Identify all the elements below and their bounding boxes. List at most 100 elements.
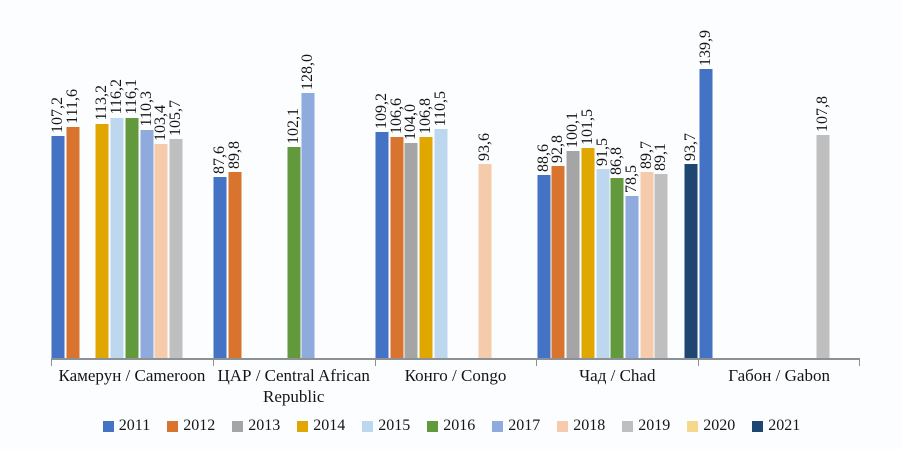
bar-slot-2020 [345,0,360,358]
data-label: 139,9 [696,29,714,66]
category-axis: Камерун / Cameroon ЦАР / Central African … [51,366,860,407]
bar-2016 [125,117,139,358]
data-label: 93,6 [475,133,493,162]
bar-2011 [51,136,65,358]
bar-2018 [478,164,492,358]
axis-tick [698,359,700,366]
bar-2012 [66,127,80,358]
bar-slot-2021 [522,0,537,358]
bar-slot-2012: 111,6 [64,0,81,358]
axis-tick [858,359,860,366]
bar-2012 [228,172,242,358]
legend-item-2015: 2015 [362,417,410,435]
bar-2011 [537,174,551,358]
legend-swatch-icon [102,420,114,432]
bar-slot-2018 [316,0,331,358]
bar-slot-2016: 86,8 [608,0,625,358]
bar-slot-2020 [183,0,198,358]
legend-swatch-icon [687,420,699,432]
bar-2013 [404,142,418,358]
bar-slot-2016 [448,0,463,358]
legend-label: 2012 [183,417,216,434]
data-label: 110,5 [431,90,449,127]
bar-2021 [684,164,698,358]
legend-swatch-icon [232,420,244,432]
bar-slot-2018: 103,4 [152,0,169,358]
bar-2015 [596,168,610,358]
category-label: Камерун / Cameroon [58,366,206,385]
legend-swatch-icon [492,420,504,432]
legend-item-2018: 2018 [557,417,605,435]
bar-slot-2013 [728,0,743,358]
bar-2013 [566,150,580,358]
legend-label: 2019 [638,417,671,434]
axis-tick [51,359,52,366]
bar-slot-2017: 78,5 [623,0,640,358]
legend-item-2012: 2012 [167,417,215,435]
bar-slot-2019: 89,1 [652,0,670,358]
bar-slot-2012: 92,8 [549,0,566,358]
category-group: 109,2 106,6 104,0 106,8 110,5 93,6 [373,0,537,366]
legend-swatch-icon [362,420,374,432]
plot-area: 107,2 111,6 113,2 116,2 116,1 110,3 103,4 105,7… [49,0,860,366]
legend-item-2019: 2019 [622,417,670,435]
bar-slot-2019: 105,7 [167,0,184,358]
bar-2011 [375,132,389,358]
bar-slot-2011: 88,6 [535,0,552,358]
bar-slot-2016: 102,1 [285,0,302,358]
legend-swatch-icon [427,420,439,432]
legend-item-2013: 2013 [232,417,280,435]
bar-2016 [610,178,624,358]
bar-slot-2021 [360,0,375,358]
bar-2016 [287,146,301,358]
bar-slot-2015: 116,2 [108,0,125,358]
bar-2014 [581,147,595,358]
legend-item-2020: 2020 [687,417,735,435]
bar-2011 [213,176,227,358]
bar-2017 [625,195,639,358]
legend-swatch-icon [297,420,309,432]
category-label: ЦАР / Central African Republic [217,366,370,406]
bar-slot-2015 [757,0,772,358]
bar-slot-2011: 109,2 [373,0,390,358]
bar-slot-2014: 101,5 [579,0,596,358]
axis-tick [536,359,538,366]
category-group: 87,6 89,8 102,1 128,0 [211,0,375,366]
bar-slot-2011: 107,2 [49,0,66,358]
legend-swatch-icon [557,420,569,432]
legend-swatch-icon [752,420,764,432]
axis-tick [374,359,376,366]
legend-swatch-icon [622,420,634,432]
bar-slot-2014 [742,0,757,358]
bar-slot-2017: 128,0 [299,0,317,358]
bar-slot-2012: 89,8 [226,0,243,358]
bar-slot-2020 [831,0,846,358]
category-label: Конго / Congo [404,366,507,385]
bar-slot-2013: 104,0 [402,0,419,358]
bar-slot-2017 [786,0,801,358]
bar-2018 [640,172,654,358]
bar-slot-2019 [492,0,507,358]
bar-slot-2015: 91,5 [594,0,611,358]
legend-label: 2016 [443,417,476,434]
category-group: 139,9 107,8 [696,0,860,366]
legend-item-2017: 2017 [492,417,540,435]
legend-label: 2014 [313,417,346,434]
bar-slot-2021 [845,0,860,358]
legend-label: 2013 [248,417,281,434]
legend-item-2016: 2016 [427,417,475,435]
bar-slot-2019: 107,8 [814,0,831,358]
bar-slot-2021: 93,7 [682,0,699,358]
bar-slot-2020 [507,0,522,358]
bar-slot-2013 [80,0,95,358]
bar-slot-2016: 116,1 [123,0,140,358]
bar-slot-2013 [242,0,257,358]
bar-slot-2018: 89,7 [638,0,655,358]
bar-slot-2014: 106,8 [417,0,434,358]
bar-slot-2017 [463,0,478,358]
category-label: Чад / Chad [579,366,656,385]
bar-2014 [419,137,433,358]
legend-item-2021: 2021 [752,417,800,435]
data-label: 89,1 [652,142,670,171]
data-label: 128,0 [299,54,317,91]
